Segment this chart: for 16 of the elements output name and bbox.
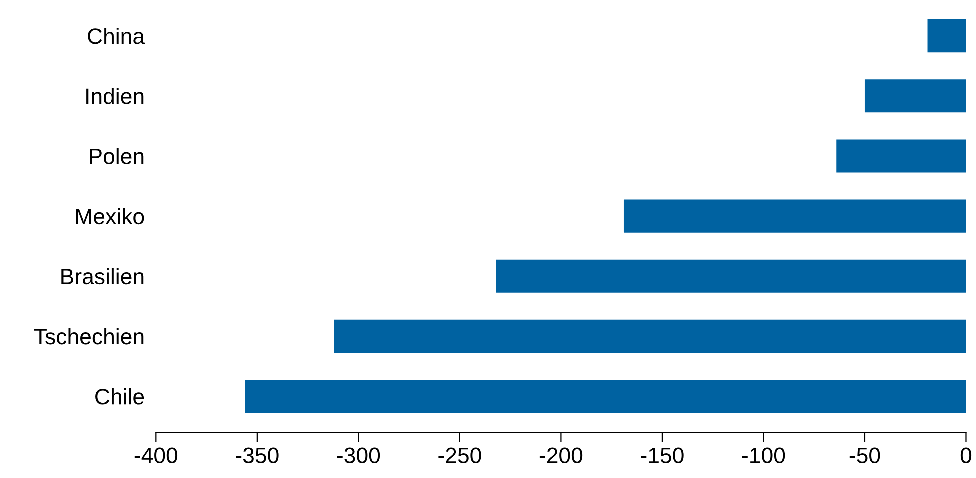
x-tick-label: -50: [850, 448, 880, 464]
y-tick-label: China: [88, 28, 146, 44]
y-tick-label: Brasilien: [62, 268, 144, 285]
y-tick-label: Tschechien: [34, 328, 144, 345]
x-tick-label: -300: [337, 448, 380, 464]
y-tick-label: Polen: [90, 148, 144, 164]
x-tick-label: -400: [134, 448, 178, 464]
y-tick-label: Mexiko: [76, 208, 144, 225]
y-tick-label: Indien: [86, 88, 144, 104]
x-tick-label: -100: [742, 448, 786, 464]
x-tick-label: -250: [438, 448, 482, 464]
x-tick-label: -200: [540, 448, 583, 464]
x-tick-label: -150: [641, 448, 684, 464]
x-tick-label: 0: [960, 448, 972, 464]
x-tick-label: -350: [236, 448, 279, 464]
y-tick-label: Chile: [96, 388, 144, 405]
